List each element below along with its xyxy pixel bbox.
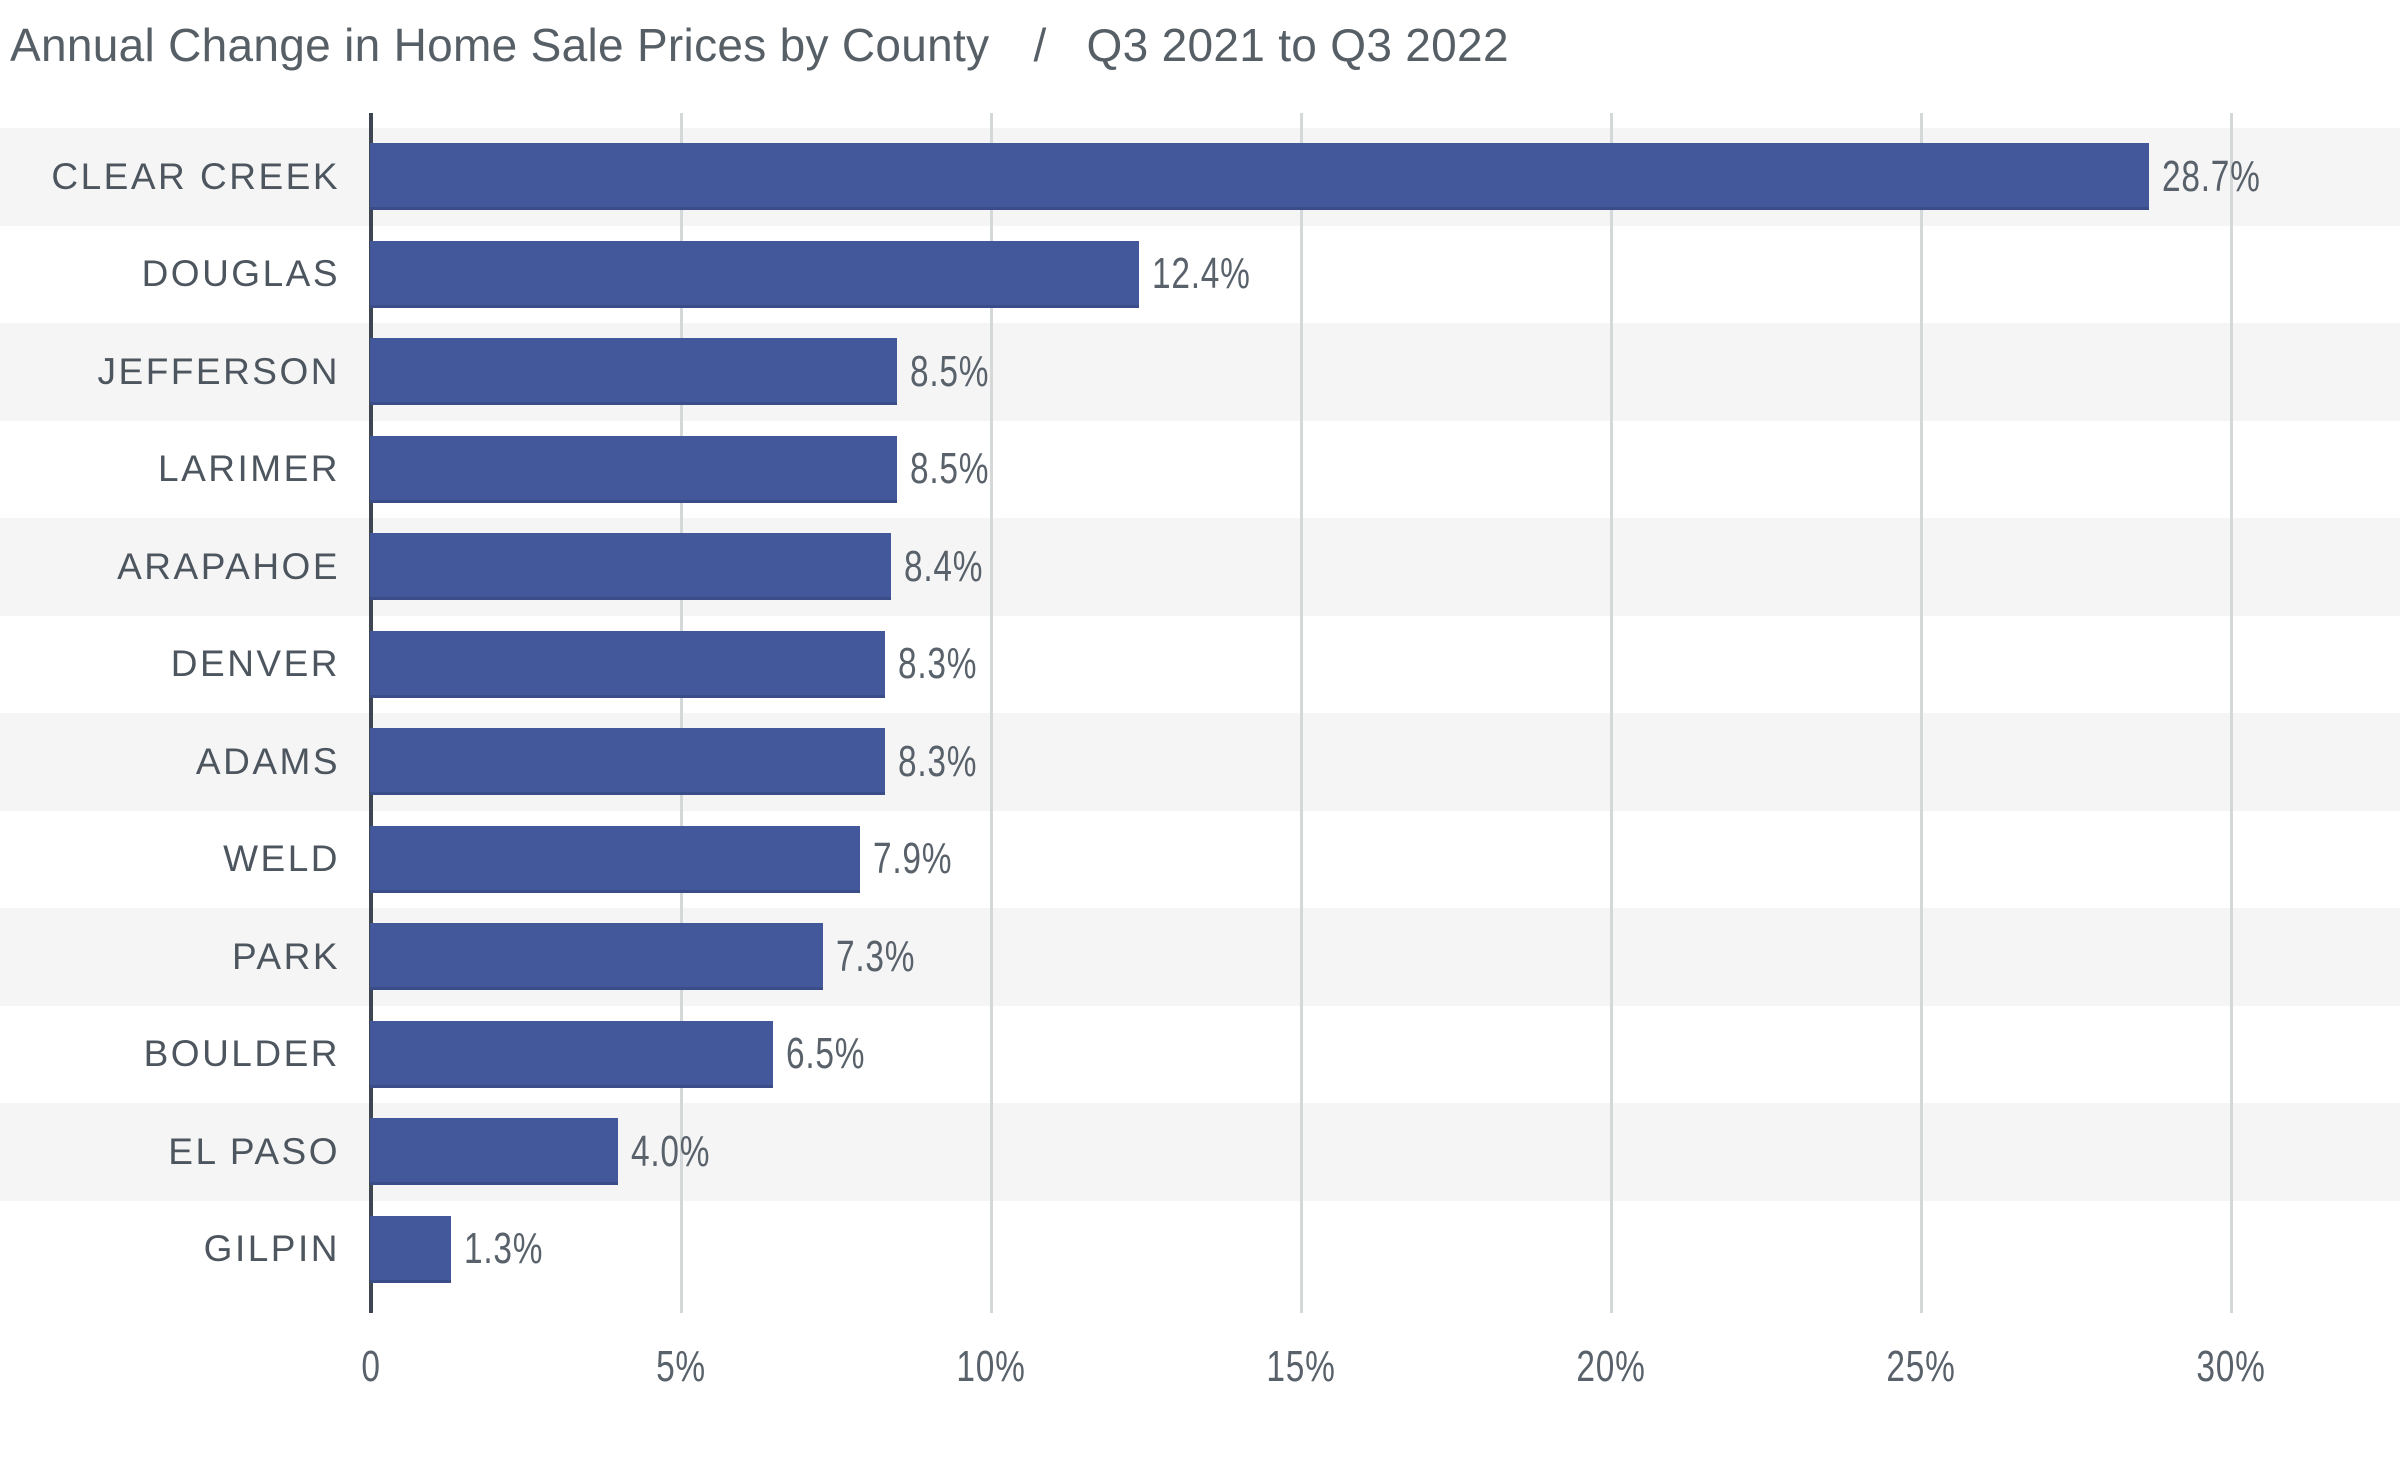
value-label: 4.0% <box>631 1126 711 1176</box>
chart-row: LARIMER 8.5% <box>0 421 2400 519</box>
category-label: GILPIN <box>203 1228 340 1270</box>
category-label: ARAPAHOE <box>117 545 340 587</box>
bar <box>370 923 823 991</box>
y-axis-line <box>369 113 373 1313</box>
category-label: BOULDER <box>143 1033 340 1075</box>
x-tick-label: 20% <box>1576 1342 1646 1391</box>
bar <box>370 1020 773 1088</box>
category-label: EL PASO <box>168 1130 340 1172</box>
bar <box>370 630 885 698</box>
value-label: 8.3% <box>897 639 977 689</box>
value-label: 7.3% <box>835 931 915 981</box>
chart-row: GILPIN 1.3% <box>0 1201 2400 1299</box>
chart-row: ADAMS 8.3% <box>0 713 2400 811</box>
value-label: 28.7% <box>2162 151 2262 201</box>
gridline <box>1609 113 1613 1313</box>
bar <box>370 533 891 601</box>
category-label: DOUGLAS <box>141 253 340 295</box>
chart-row: DOUGLAS 12.4% <box>0 226 2400 324</box>
x-tick-label: 15% <box>1266 1342 1336 1391</box>
gridline <box>989 113 993 1313</box>
chart-row: PARK 7.3% <box>0 908 2400 1006</box>
bar <box>370 728 885 796</box>
gridline <box>1299 113 1303 1313</box>
chart-header: Annual Change in Home Sale Prices by Cou… <box>10 20 1509 71</box>
chart-title-subtitle: Q3 2021 to Q3 2022 <box>1086 19 1509 71</box>
value-label: 12.4% <box>1151 249 1251 299</box>
chart-title-separator: / <box>1033 19 1047 71</box>
gridline <box>679 113 683 1313</box>
gridline <box>1919 113 1923 1313</box>
x-tick-label: 30% <box>2196 1342 2266 1391</box>
category-label: LARIMER <box>158 448 340 490</box>
category-label: CLEAR CREEK <box>51 155 340 197</box>
chart-row: ARAPAHOE 8.4% <box>0 518 2400 616</box>
category-label: DENVER <box>170 643 340 685</box>
x-tick-label: 25% <box>1886 1342 1956 1391</box>
bar <box>370 825 860 893</box>
value-label: 8.5% <box>910 444 990 494</box>
value-label: 8.5% <box>910 346 990 396</box>
value-label: 8.3% <box>897 736 977 786</box>
chart-row: WELD 7.9% <box>0 811 2400 909</box>
bar <box>370 1215 451 1283</box>
value-label: 8.4% <box>903 541 984 591</box>
chart-title: Annual Change in Home Sale Prices by Cou… <box>10 20 1509 71</box>
value-label: 6.5% <box>786 1029 866 1079</box>
bar <box>370 435 897 503</box>
chart-row: EL PASO 4.0% <box>0 1103 2400 1201</box>
bar <box>370 1118 618 1186</box>
x-tick-label: 0 <box>361 1342 381 1391</box>
bar <box>370 240 1139 308</box>
category-label: WELD <box>223 838 340 880</box>
x-tick-label: 5% <box>656 1342 706 1391</box>
chart-row: CLEAR CREEK 28.7% <box>0 128 2400 226</box>
category-label: JEFFERSON <box>97 350 340 392</box>
chart-row: DENVER 8.3% <box>0 616 2400 714</box>
chart-row: BOULDER 6.5% <box>0 1006 2400 1104</box>
value-label: 7.9% <box>872 834 953 884</box>
category-label: ADAMS <box>195 740 340 782</box>
category-label: PARK <box>231 935 340 977</box>
bar <box>370 143 2150 211</box>
chart-title-main: Annual Change in Home Sale Prices by Cou… <box>10 19 990 71</box>
bar <box>370 338 897 406</box>
gridline <box>2229 113 2233 1313</box>
x-tick-label: 10% <box>956 1342 1026 1391</box>
value-label: 1.3% <box>463 1224 543 1274</box>
chart-row: JEFFERSON 8.5% <box>0 323 2400 421</box>
